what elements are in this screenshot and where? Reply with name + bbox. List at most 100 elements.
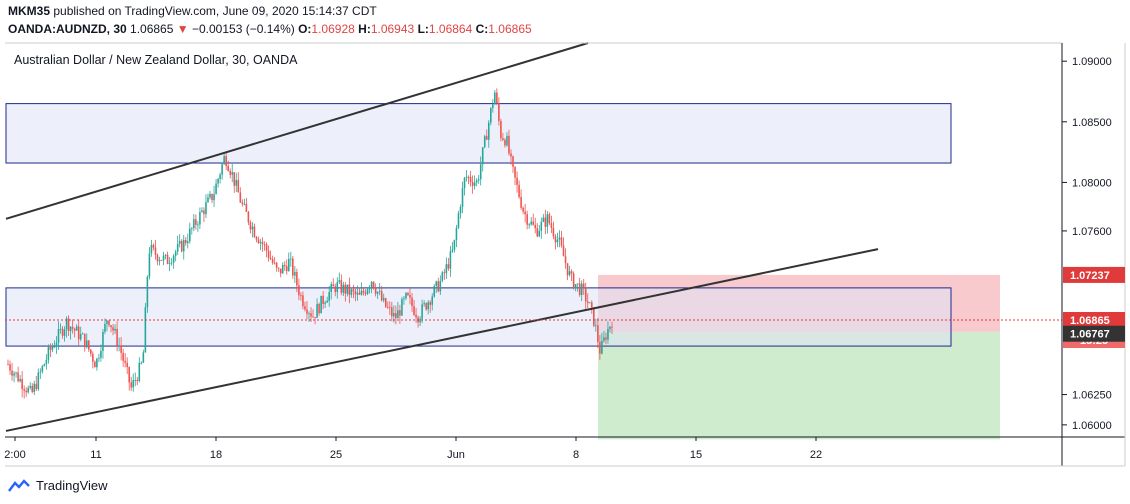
candle-body xyxy=(453,239,456,250)
candle-body xyxy=(552,227,555,237)
candle-body xyxy=(564,256,567,264)
candle-body xyxy=(298,285,300,296)
candle-body xyxy=(25,390,27,393)
candle-body xyxy=(322,295,324,304)
candle-body xyxy=(330,284,333,292)
candle-body xyxy=(239,192,242,203)
candle-body xyxy=(156,254,159,262)
candle-body xyxy=(65,318,68,330)
x-tick-label: 15 xyxy=(690,449,702,461)
trendlines[interactable] xyxy=(5,42,1062,432)
candle-body xyxy=(243,203,246,205)
candle-body xyxy=(588,302,591,304)
candle-body xyxy=(506,135,508,146)
candle-body xyxy=(459,206,462,214)
candle-body xyxy=(164,254,167,256)
candle-body xyxy=(94,361,96,368)
candle-body xyxy=(584,287,587,302)
last-price-tag: 1.06865 xyxy=(1070,315,1110,327)
candle-body xyxy=(554,236,557,243)
candle-body xyxy=(176,243,179,252)
candle-body xyxy=(92,353,94,362)
candle-body xyxy=(98,357,100,359)
candle-body xyxy=(512,156,514,167)
candle-body xyxy=(498,103,500,121)
candle-body xyxy=(158,260,161,262)
candle-body xyxy=(483,136,486,148)
candle-body xyxy=(601,340,603,354)
tradingview-footer[interactable]: TradingView xyxy=(8,478,108,493)
candle-body xyxy=(186,241,189,244)
high-value: 1.06943 xyxy=(370,22,415,36)
candle-body xyxy=(114,328,116,331)
candle-body xyxy=(324,302,326,304)
candle-body xyxy=(144,307,147,353)
candle-body xyxy=(384,298,387,307)
publisher-name[interactable]: MKM35 xyxy=(8,4,51,18)
candle-body xyxy=(344,284,347,294)
trendline-upper xyxy=(5,42,589,220)
candle-body xyxy=(237,179,240,193)
candle-body xyxy=(572,273,575,289)
candle-body xyxy=(364,292,367,294)
candle-body xyxy=(219,174,221,180)
x-tick-label: 18 xyxy=(210,449,222,461)
candle-body xyxy=(306,309,308,314)
candle-body xyxy=(590,302,593,308)
candle-body xyxy=(524,211,526,215)
candle-body xyxy=(191,228,193,229)
candle-body xyxy=(122,352,124,361)
candle-body xyxy=(595,325,597,327)
candle-body xyxy=(189,228,191,242)
high-label: H: xyxy=(358,22,371,36)
y-tick-label: 1.07600 xyxy=(1072,226,1112,238)
y-tick-label: 1.08500 xyxy=(1072,117,1112,129)
candle-body xyxy=(469,177,472,183)
candle-body xyxy=(340,280,343,293)
candle-body xyxy=(578,283,581,296)
candle-body xyxy=(593,307,595,326)
candle-body xyxy=(582,283,585,288)
candle-body xyxy=(15,372,17,374)
candle-body xyxy=(534,224,537,229)
candle-body xyxy=(41,366,44,372)
candle-body xyxy=(106,320,108,324)
candle-body xyxy=(496,92,498,104)
candle-body xyxy=(53,346,56,348)
down-arrow-icon: ▼ xyxy=(176,22,189,36)
candlestick-series xyxy=(7,88,613,399)
candle-body xyxy=(580,283,583,296)
candle-body xyxy=(245,203,248,212)
candle-body xyxy=(150,245,153,254)
candle-body xyxy=(471,182,474,186)
candle-body xyxy=(378,291,381,293)
candle-body xyxy=(261,241,264,245)
candle-body xyxy=(37,372,40,390)
candle-body xyxy=(39,371,42,373)
candle-body xyxy=(229,170,232,175)
candle-body xyxy=(312,316,314,318)
candle-body xyxy=(528,224,530,226)
stop-price-tag-bg xyxy=(1063,266,1125,283)
candle-body xyxy=(7,364,9,366)
candle-body xyxy=(475,180,478,183)
candle-body xyxy=(110,325,112,328)
candle-body xyxy=(562,245,565,257)
x-tick-label: 2:00 xyxy=(4,449,25,461)
candle-body xyxy=(19,379,21,382)
candle-body xyxy=(433,285,436,297)
candle-body xyxy=(510,153,512,157)
candle-body xyxy=(465,176,468,179)
candle-body xyxy=(514,166,516,178)
candle-body xyxy=(269,257,272,260)
candle-body xyxy=(88,340,90,350)
symbol-label[interactable]: OANDA:AUDNZD, 30 xyxy=(8,22,127,36)
candle-body xyxy=(376,291,379,294)
candle-body xyxy=(43,364,46,367)
candle-body xyxy=(393,313,395,317)
candle-body xyxy=(336,282,339,293)
candle-body xyxy=(57,329,60,343)
chart-title: Australian Dollar / New Zealand Dollar, … xyxy=(14,53,298,67)
candle-body xyxy=(221,164,223,175)
